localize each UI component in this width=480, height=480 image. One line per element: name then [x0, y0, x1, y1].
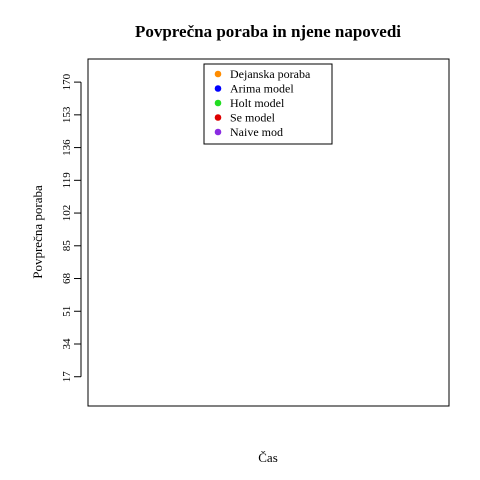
plot-frame — [87, 58, 450, 407]
legend-marker — [214, 99, 222, 107]
legend-label: Naive mod — [230, 125, 283, 139]
y-tick-label: 68 — [61, 273, 73, 285]
y-axis-label: Povprečna poraba — [30, 185, 45, 279]
y-tick-label: 51 — [61, 306, 73, 317]
y-tick-label: 153 — [61, 106, 73, 123]
legend-marker — [214, 114, 222, 121]
y-tick-label: 34 — [61, 338, 73, 350]
y-tick-label: 102 — [61, 205, 73, 222]
y-tick-label: 85 — [61, 240, 73, 252]
y-tick-label: 119 — [61, 172, 73, 189]
legend-marker — [214, 128, 222, 136]
legend-marker — [214, 85, 222, 92]
legend-marker — [214, 70, 222, 78]
legend-label: Dejanska poraba — [230, 67, 311, 81]
legend-label: Holt model — [230, 96, 285, 110]
y-tick-label: 136 — [61, 139, 73, 156]
legend-label: Arima model — [230, 82, 294, 96]
x-axis-label: Čas — [258, 450, 278, 465]
legend-box — [203, 63, 333, 145]
y-axis: 17 34 51 68 85 102 119 136 153 170 — [61, 73, 82, 383]
y-tick-label: 170 — [61, 73, 73, 90]
legend-label: Se model — [230, 111, 276, 125]
y-tick-label: 17 — [61, 371, 73, 383]
chart-title: Povprečna poraba in njene napovedi — [135, 22, 401, 41]
